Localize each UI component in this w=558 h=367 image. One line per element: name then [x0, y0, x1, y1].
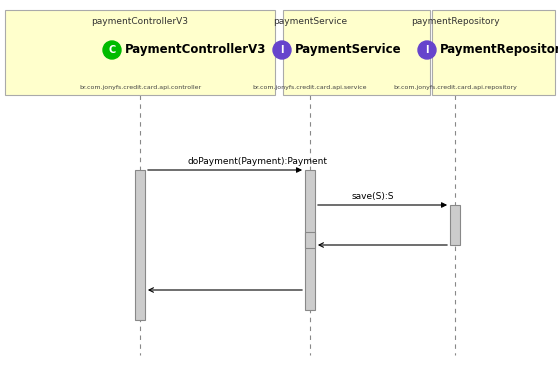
Bar: [450, 205, 460, 245]
Text: br.com.jonyfs.credit.card.api.repository: br.com.jonyfs.credit.card.api.repository: [393, 84, 517, 90]
Text: paymentRepository: paymentRepository: [411, 18, 499, 26]
Text: paymentControllerV3: paymentControllerV3: [92, 18, 189, 26]
Bar: [305, 232, 315, 248]
Text: C: C: [108, 45, 116, 55]
Text: PaymentControllerV3: PaymentControllerV3: [125, 44, 266, 57]
Text: br.com.jonyfs.credit.card.api.service: br.com.jonyfs.credit.card.api.service: [253, 84, 367, 90]
Circle shape: [418, 41, 436, 59]
Bar: [432, 10, 555, 95]
Text: doPayment(Payment):Payment: doPayment(Payment):Payment: [187, 157, 328, 166]
Text: paymentService: paymentService: [273, 18, 347, 26]
Text: PaymentService: PaymentService: [295, 44, 402, 57]
Bar: [5, 10, 275, 95]
Text: br.com.jonyfs.credit.card.api.controller: br.com.jonyfs.credit.card.api.controller: [79, 84, 201, 90]
Bar: [305, 170, 315, 310]
Text: PaymentRepository: PaymentRepository: [440, 44, 558, 57]
Circle shape: [103, 41, 121, 59]
Bar: [135, 170, 145, 320]
Circle shape: [273, 41, 291, 59]
Text: save(S):S: save(S):S: [351, 192, 394, 201]
Text: I: I: [425, 45, 429, 55]
Text: I: I: [280, 45, 284, 55]
Bar: [283, 10, 430, 95]
